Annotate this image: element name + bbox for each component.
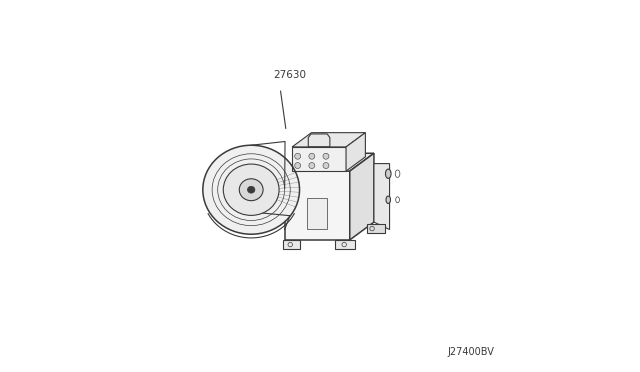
Text: J27400BV: J27400BV	[448, 347, 495, 357]
Ellipse shape	[239, 179, 263, 201]
Circle shape	[323, 153, 329, 159]
Polygon shape	[346, 133, 365, 171]
Circle shape	[309, 153, 315, 159]
Bar	[307, 198, 328, 229]
Polygon shape	[335, 240, 355, 249]
Circle shape	[294, 153, 301, 159]
Ellipse shape	[204, 146, 299, 234]
Polygon shape	[285, 153, 374, 171]
Ellipse shape	[385, 169, 391, 179]
Polygon shape	[367, 224, 385, 233]
Ellipse shape	[248, 186, 255, 193]
Polygon shape	[292, 147, 346, 171]
Ellipse shape	[386, 196, 390, 203]
Polygon shape	[285, 171, 349, 240]
Text: 27630: 27630	[273, 70, 307, 80]
Polygon shape	[283, 240, 300, 249]
Polygon shape	[374, 164, 390, 230]
Polygon shape	[349, 153, 374, 240]
Polygon shape	[292, 133, 365, 147]
Circle shape	[323, 163, 329, 169]
Ellipse shape	[223, 164, 279, 215]
Circle shape	[294, 163, 301, 169]
Circle shape	[309, 163, 315, 169]
